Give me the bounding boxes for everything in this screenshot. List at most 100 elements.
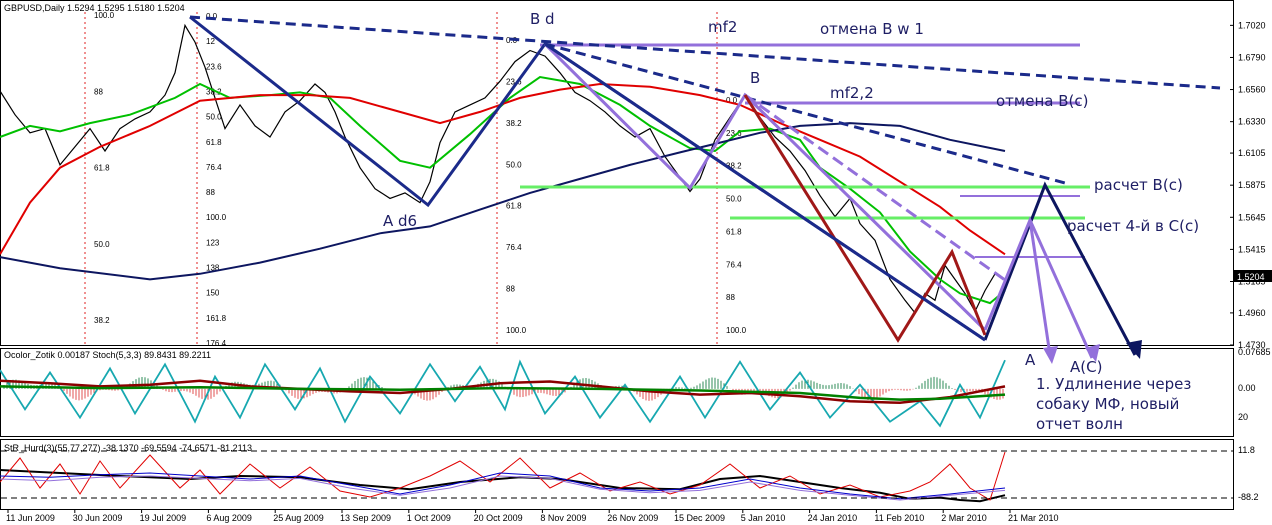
y-tick-label: 1.5875 [1238,180,1266,190]
fib-levels: 100.0 88 61.8 50.0 38.2 0.0 12 23.6 38.2 50.0 61.8… [84,11,747,348]
y-tick-label: 1.6105 [1238,148,1266,158]
fib-label: 123 [206,238,220,247]
indicator-series-line [0,475,1006,501]
osc-series-line [0,379,1006,405]
fib-label: 0.0 [726,96,738,105]
annot-note-2: собаку МФ, новый [1036,395,1179,413]
fib-label: 100.0 [506,326,527,335]
fib-label: 23.6 [206,62,222,71]
annot-a: A [1025,351,1036,369]
fib-label: 38.2 [506,119,522,128]
annot-bd: B d [530,10,555,28]
y-tick-label: 1.4730 [1238,340,1266,350]
indicator-axis-label: 11.8 [1238,445,1255,455]
fib-label: 88 [94,87,103,96]
x-tick-label: 6 Aug 2009 [206,513,252,523]
arrow-purple-1 [1085,344,1100,362]
x-tick-label: 21 Mar 2010 [1008,513,1059,523]
wave-purple-1 [543,42,987,332]
annot-note-3: отчет волн [1036,415,1123,433]
annot-raschet-bc: расчет B(c) [1094,176,1183,194]
x-tick-label: 1 Oct 2009 [407,513,451,523]
annot-ac: A(C) [1070,358,1102,376]
price-series-line [0,82,1006,256]
x-tick-label: 8 Nov 2009 [540,513,586,523]
osc-axis-label: 0.00 [1238,383,1256,393]
fib-label: 50.0 [206,113,222,122]
fib-label: 88 [206,188,215,197]
fib-label: 88 [506,285,515,294]
fib-label: 161.8 [206,314,227,323]
price-series-line [0,23,1006,315]
fib-label: 100.0 [206,213,227,222]
fib-label: 76.4 [506,243,522,252]
indicator-title: StR_Hurd(3)(55,77,277) -38.1370 -69.5594… [4,443,252,453]
y-tick-label: 1.6560 [1238,85,1266,95]
indicator-axis-label: -88.2 [1238,492,1259,502]
indicator-series-line [0,472,1006,500]
x-tick-label: 13 Sep 2009 [340,513,391,523]
fib-label: 150 [206,289,220,298]
x-axis: 11 Jun 2009 30 Jun 2009 19 Jul 2009 6 Aug 2… [6,509,1059,523]
fib-label: 50.0 [726,195,742,204]
oscillator-title: Ocolor_Zotik 0.00187 Stoch(5,3,3) 89.843… [4,350,211,360]
annot-raschet-4c: расчет 4-й в C(c) [1067,217,1199,235]
fib-label: 100.0 [94,11,115,20]
indicator-series [0,450,1233,503]
indicator-series-line [0,451,1006,501]
osc-series-line [0,385,1006,401]
fib-label: 61.8 [506,202,522,211]
chart-title: GBPUSD,Daily 1.5294 1.5295 1.5180 1.5204 [4,3,185,13]
y-tick-label: 1.7020 [1238,20,1266,30]
fib-label: 50.0 [506,160,522,169]
fib-label: 61.8 [94,164,110,173]
annot-otmena-bw1: отмена B w 1 [820,20,924,38]
annot-mf22: mf2,2 [830,84,874,102]
fib-label: 76.4 [206,163,222,172]
price-panel [0,0,1234,346]
price-series-line [0,75,1006,305]
fib-label: 61.8 [726,227,742,236]
x-tick-label: 25 Aug 2009 [273,513,324,523]
analysis-overlays [189,15,1221,364]
fib-label: 50.0 [94,240,110,249]
fib-label: 38.2 [726,162,742,171]
y-tick-label: 1.5415 [1238,244,1266,254]
fib-label: 0.0 [206,12,218,21]
fib-label: 88 [726,293,735,302]
oscillator-panel [0,348,1234,437]
x-tick-label: 26 Nov 2009 [607,513,658,523]
fib-label: 23.6 [506,77,522,86]
x-tick-label: 19 Jul 2009 [140,513,187,523]
fib-label: 138 [206,264,220,273]
x-tick-label: 24 Jan 2010 [808,513,858,523]
annot-otmena-bc: отмена B(c) [996,92,1088,110]
x-tick-label: 20 Oct 2009 [474,513,523,523]
fib-label: 12 [206,37,215,46]
y-tick-label: 1.6330 [1238,117,1266,127]
oscillator-axis: 0.07685 0.00 20 [1238,347,1271,422]
y-tick-label: 1.5645 [1238,212,1266,222]
fib-label: 61.8 [206,138,222,147]
osc-axis-label: 0.07685 [1238,347,1271,357]
arrow-purple-2 [1043,346,1058,364]
x-tick-label: 11 Feb 2010 [874,513,924,523]
y-tick-label: 1.6790 [1238,52,1266,62]
fib-label: 176.4 [206,339,227,348]
wave-red [743,94,987,343]
wave-navy-proj [983,181,1137,356]
osc-axis-label: 20 [1238,412,1248,422]
fib-label: 100.0 [726,326,747,335]
x-tick-label: 5 Jan 2010 [741,513,786,523]
oscillator-series [0,359,1006,428]
x-tick-label: 30 Jun 2009 [73,513,123,523]
annot-b: B [750,69,760,87]
x-tick-label: 11 Jun 2009 [6,513,55,523]
wave-purple-proj2 [1028,219,1052,356]
trendline-top [189,15,1221,90]
indicator-axis: 11.8 -88.2 [1238,445,1259,502]
x-tick-label: 2 Mar 2010 [941,513,987,523]
arrow-navy [1126,340,1142,359]
channel-navy-lower [544,42,986,342]
